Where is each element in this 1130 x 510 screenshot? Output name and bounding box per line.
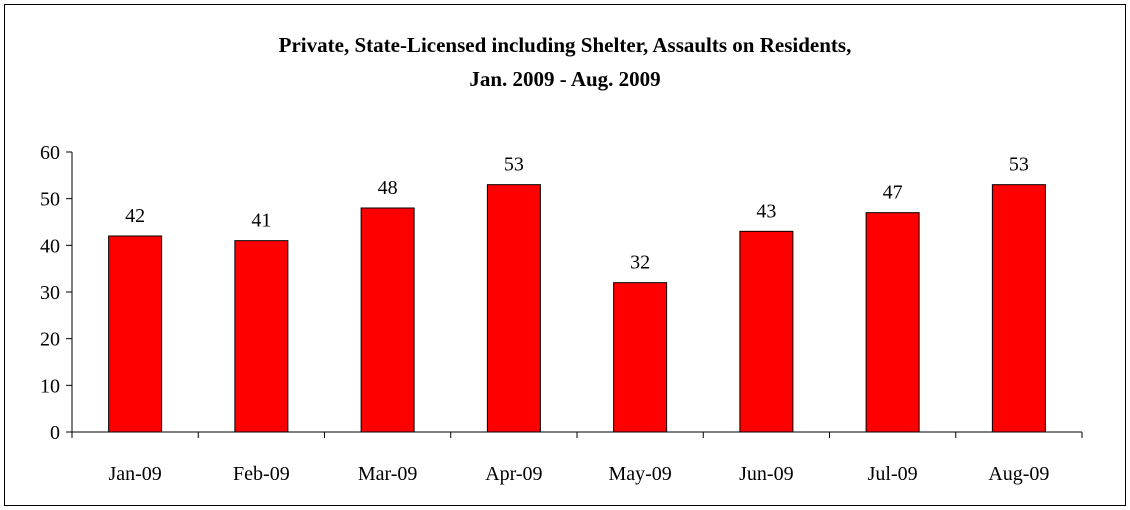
x-tick-label: Aug-09 bbox=[988, 463, 1049, 485]
bar bbox=[865, 212, 920, 433]
x-tick-label: Jan-09 bbox=[108, 463, 161, 485]
bar bbox=[486, 184, 541, 433]
y-tick-label: 50 bbox=[40, 189, 60, 211]
bar bbox=[108, 235, 163, 433]
y-tick-label: 40 bbox=[40, 235, 60, 257]
bar bbox=[739, 230, 794, 433]
bar bbox=[360, 207, 415, 433]
data-label: 43 bbox=[756, 200, 776, 222]
x-tick-label: Jul-09 bbox=[868, 463, 918, 485]
y-tick-label: 0 bbox=[50, 422, 60, 444]
data-label: 53 bbox=[1009, 154, 1029, 176]
y-tick-label: 30 bbox=[40, 282, 60, 304]
data-labels: 42 41 48 53 32 43 47 53 bbox=[125, 154, 1029, 274]
chart-title-line-2: Jan. 2009 - Aug. 2009 bbox=[469, 67, 661, 91]
bars bbox=[108, 184, 1046, 433]
x-tick-label: Apr-09 bbox=[485, 463, 542, 485]
chart-title-line-1: Private, State-Licensed including Shelte… bbox=[278, 33, 852, 57]
data-label: 47 bbox=[883, 182, 903, 204]
x-tick-label: Feb-09 bbox=[233, 463, 290, 485]
bar bbox=[991, 184, 1046, 433]
chart-title: Private, State-Licensed including Shelte… bbox=[0, 28, 1130, 96]
bar bbox=[613, 282, 668, 433]
data-label: 53 bbox=[504, 154, 524, 176]
x-tick-label: May-09 bbox=[608, 463, 671, 485]
data-label: 41 bbox=[251, 210, 271, 232]
bar bbox=[234, 240, 289, 433]
y-tick-label: 60 bbox=[40, 142, 60, 164]
y-tick-label: 20 bbox=[40, 329, 60, 351]
chart-frame bbox=[4, 4, 1126, 506]
y-tick-label: 10 bbox=[40, 375, 60, 397]
x-tick-label: Mar-09 bbox=[358, 463, 418, 485]
data-label: 48 bbox=[378, 177, 398, 199]
data-label: 42 bbox=[125, 205, 145, 227]
data-label: 32 bbox=[630, 252, 650, 274]
x-tick-label: Jun-09 bbox=[739, 463, 793, 485]
axes: 0 10 20 30 40 50 60 Jan-09 Feb-09 Mar-09 Apr-09 May… bbox=[40, 142, 1083, 485]
